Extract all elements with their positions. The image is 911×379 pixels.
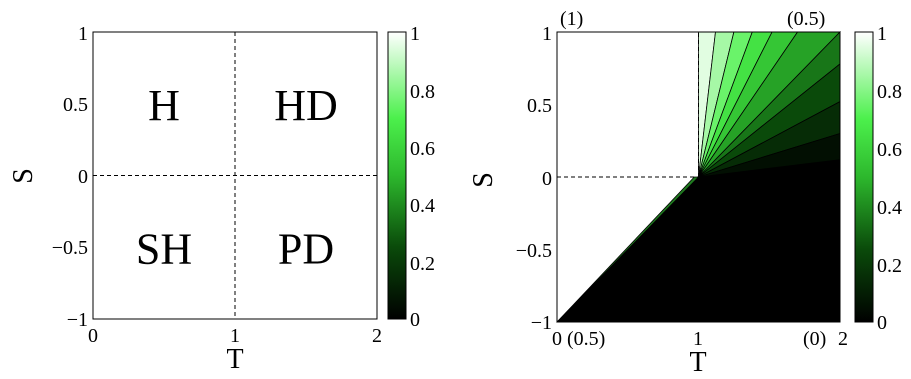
left-xtick-0: 0 (88, 325, 98, 347)
left-cb-tick-1: 1 (410, 23, 420, 45)
left-ytick-neg0.5: −0.5 (52, 237, 88, 259)
left-y-axis-label: S (8, 168, 39, 184)
annotation-top-right: (0.5) (787, 8, 825, 30)
right-ytick-0: 0 (542, 168, 552, 190)
right-xtick-2: 2 (838, 328, 848, 350)
fill-region-diagonal-strip (556, 176, 700, 323)
right-y-ticks: 1 0.5 0 −0.5 −1 (516, 23, 552, 334)
right-panel: 1 0.5 0 −0.5 −1 0 1 2 (1) (0.5) (0.5) (0… (468, 8, 902, 378)
left-ytick-0: 0 (78, 166, 88, 188)
right-y-axis-label: S (468, 172, 499, 188)
right-colorbar-ramp (854, 31, 874, 323)
left-cb-tick-0.8: 0.8 (410, 81, 435, 103)
right-cb-tick-0.8: 0.8 (877, 81, 902, 103)
right-ytick-1: 1 (542, 23, 552, 45)
right-cb-tick-0.6: 0.6 (877, 139, 902, 161)
left-panel: H HD SH PD 1 0.5 0 −0.5 −1 0 1 2 T S 1 0… (8, 23, 435, 375)
right-cb-tick-0.4: 0.4 (877, 197, 902, 219)
left-xtick-1: 1 (230, 325, 240, 347)
right-colorbar: 1 0.8 0.6 0.4 0.2 0 (854, 23, 902, 334)
annotation-bottom-left: (0.5) (567, 328, 605, 350)
left-ytick-1: 1 (78, 23, 88, 45)
left-cb-tick-0.4: 0.4 (410, 195, 435, 217)
left-colorbar-ramp (387, 31, 407, 320)
region-label-pd: PD (278, 224, 334, 273)
region-label-hd: HD (274, 81, 338, 130)
right-ytick-neg1: −1 (531, 312, 552, 334)
left-x-ticks: 0 1 2 (88, 325, 382, 347)
right-x-axis-label: T (689, 347, 706, 378)
right-fill-regions (556, 31, 841, 323)
region-label-h: H (148, 81, 180, 130)
left-cb-tick-0: 0 (410, 309, 420, 331)
right-ytick-neg0.5: −0.5 (516, 240, 552, 262)
right-plot-frame (556, 31, 841, 323)
left-xtick-2: 2 (372, 325, 382, 347)
annotation-bottom-right: (0) (803, 328, 826, 350)
annotation-top-left: (1) (560, 8, 583, 30)
right-ytick-0.5: 0.5 (527, 95, 552, 117)
left-ytick-neg1: −1 (67, 309, 88, 331)
right-cb-tick-0: 0 (877, 312, 887, 334)
right-xtick-1: 1 (693, 328, 703, 350)
left-ytick-0.5: 0.5 (63, 94, 88, 116)
right-cb-tick-0.2: 0.2 (877, 255, 902, 277)
right-annotations: (1) (0.5) (0.5) (0) (560, 8, 826, 350)
left-cb-tick-0.6: 0.6 (410, 138, 435, 160)
right-cb-tick-1: 1 (877, 23, 887, 45)
left-cb-tick-0.2: 0.2 (410, 253, 435, 275)
left-colorbar: 1 0.8 0.6 0.4 0.2 0 (387, 23, 435, 331)
right-x-ticks: 0 1 2 (552, 328, 848, 350)
region-label-sh: SH (136, 224, 192, 273)
right-xtick-0: 0 (552, 328, 562, 350)
left-y-ticks: 1 0.5 0 −0.5 −1 (52, 23, 88, 331)
left-x-axis-label: T (226, 344, 243, 375)
